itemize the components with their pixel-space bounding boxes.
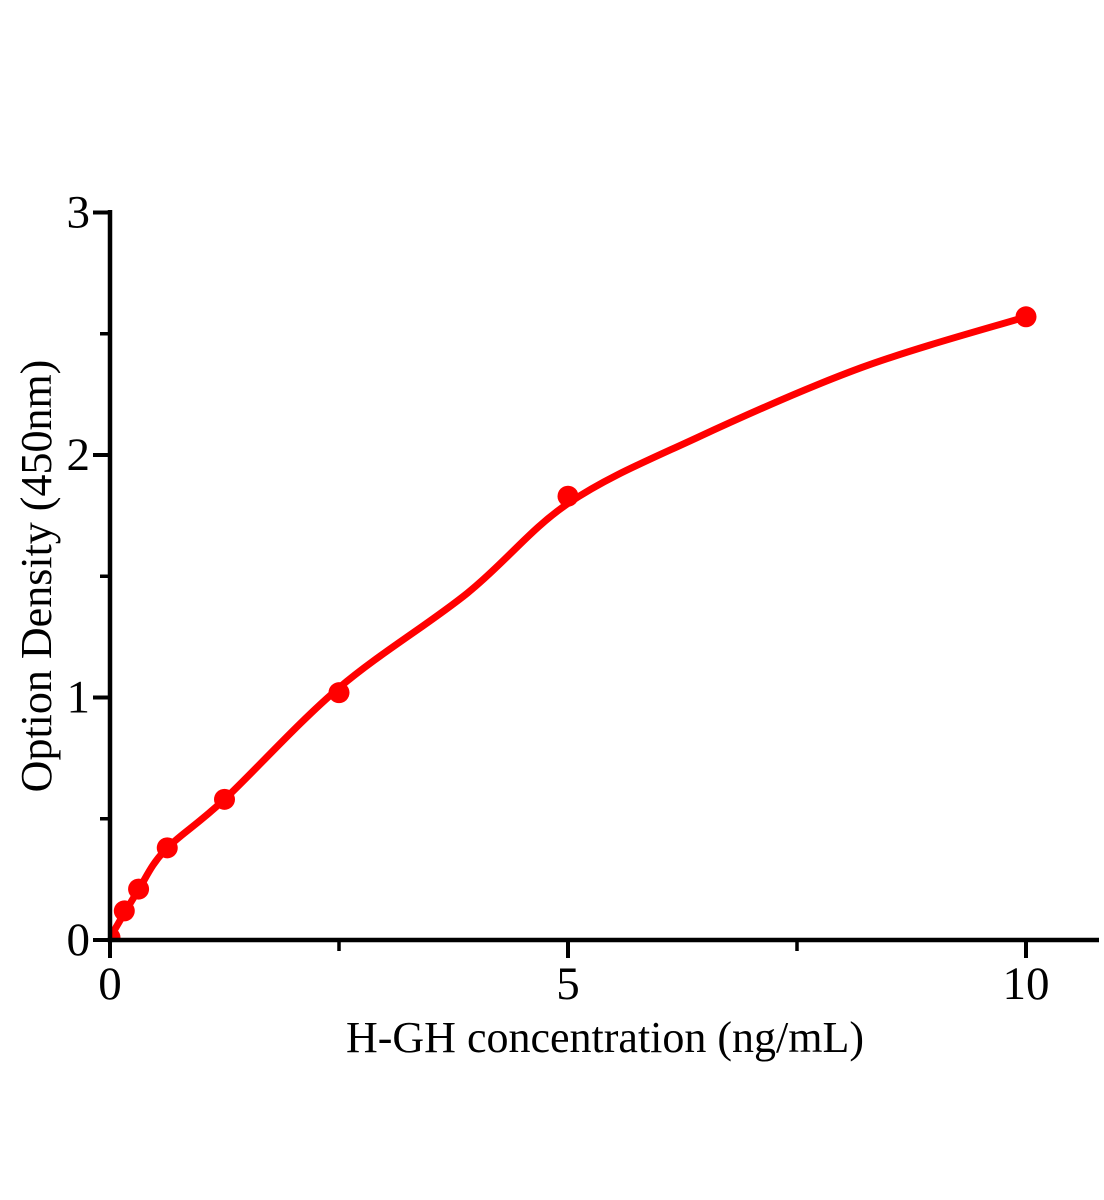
y-tick-label: 3 bbox=[67, 187, 91, 239]
plot-area bbox=[110, 306, 1037, 940]
data-point bbox=[128, 878, 150, 900]
data-point bbox=[557, 485, 579, 507]
x-axis-title: H-GH concentration (ng/mL) bbox=[346, 1013, 864, 1062]
y-tick-label: 1 bbox=[67, 672, 91, 724]
axes bbox=[93, 210, 1099, 958]
data-point bbox=[214, 788, 235, 810]
y-axis-title: Option Density (450nm) bbox=[12, 360, 61, 793]
data-point bbox=[1015, 306, 1037, 328]
data-point bbox=[328, 682, 350, 704]
x-tick-label: 0 bbox=[98, 958, 122, 1010]
x-tick-label: 5 bbox=[556, 958, 580, 1010]
y-tick-label: 2 bbox=[67, 429, 91, 481]
y-tick-label: 0 bbox=[67, 914, 91, 966]
fit-curve-path bbox=[110, 313, 1030, 940]
data-point bbox=[113, 900, 135, 922]
x-tick-label: 10 bbox=[1003, 958, 1050, 1010]
tick-labels: 0 5 10 0 1 2 3 bbox=[67, 187, 1050, 1011]
data-point bbox=[110, 927, 121, 940]
data-point bbox=[156, 837, 178, 859]
